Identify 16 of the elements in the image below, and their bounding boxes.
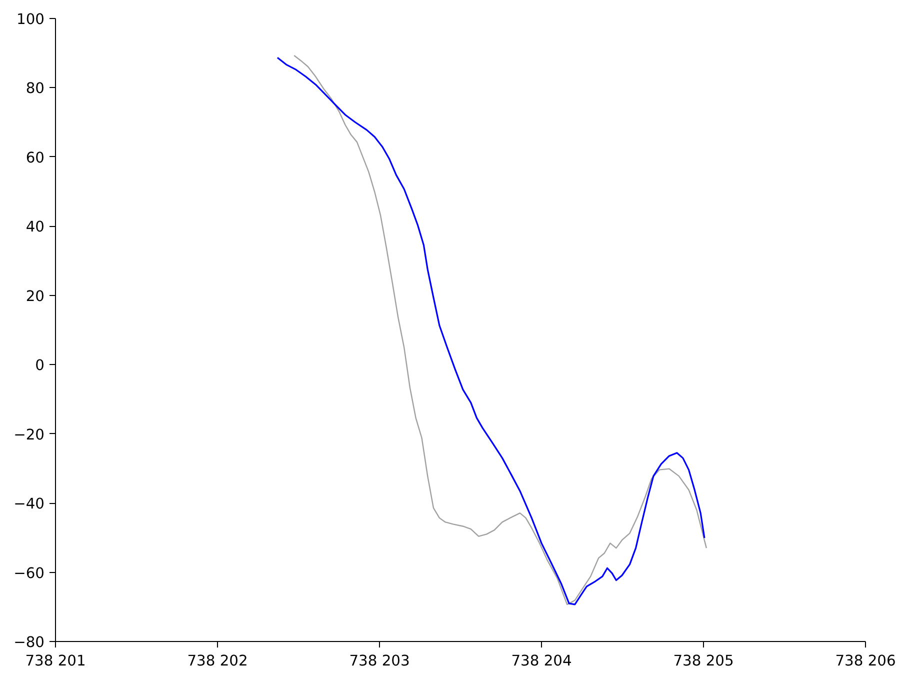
y-tick-label: −20 <box>14 426 45 444</box>
x-tick-label: 738 201 <box>25 652 86 670</box>
x-tick-label: 738 203 <box>349 652 410 670</box>
x-tick-label: 738 202 <box>187 652 248 670</box>
y-tick-label: 100 <box>16 11 45 28</box>
y-tick-label: 20 <box>26 288 45 305</box>
y-tick-label: 80 <box>26 80 45 98</box>
x-tick-label: 738 204 <box>511 652 572 670</box>
x-tick-label: 738 206 <box>835 652 896 670</box>
y-tick-label: 0 <box>35 357 45 374</box>
y-tick-label: 60 <box>26 149 45 166</box>
y-tick-label: −80 <box>14 634 45 651</box>
y-tick-label: −40 <box>14 496 45 513</box>
y-tick-label: 40 <box>26 218 45 236</box>
y-tick-label: −60 <box>14 564 45 582</box>
x-tick-label: 738 205 <box>673 652 734 670</box>
